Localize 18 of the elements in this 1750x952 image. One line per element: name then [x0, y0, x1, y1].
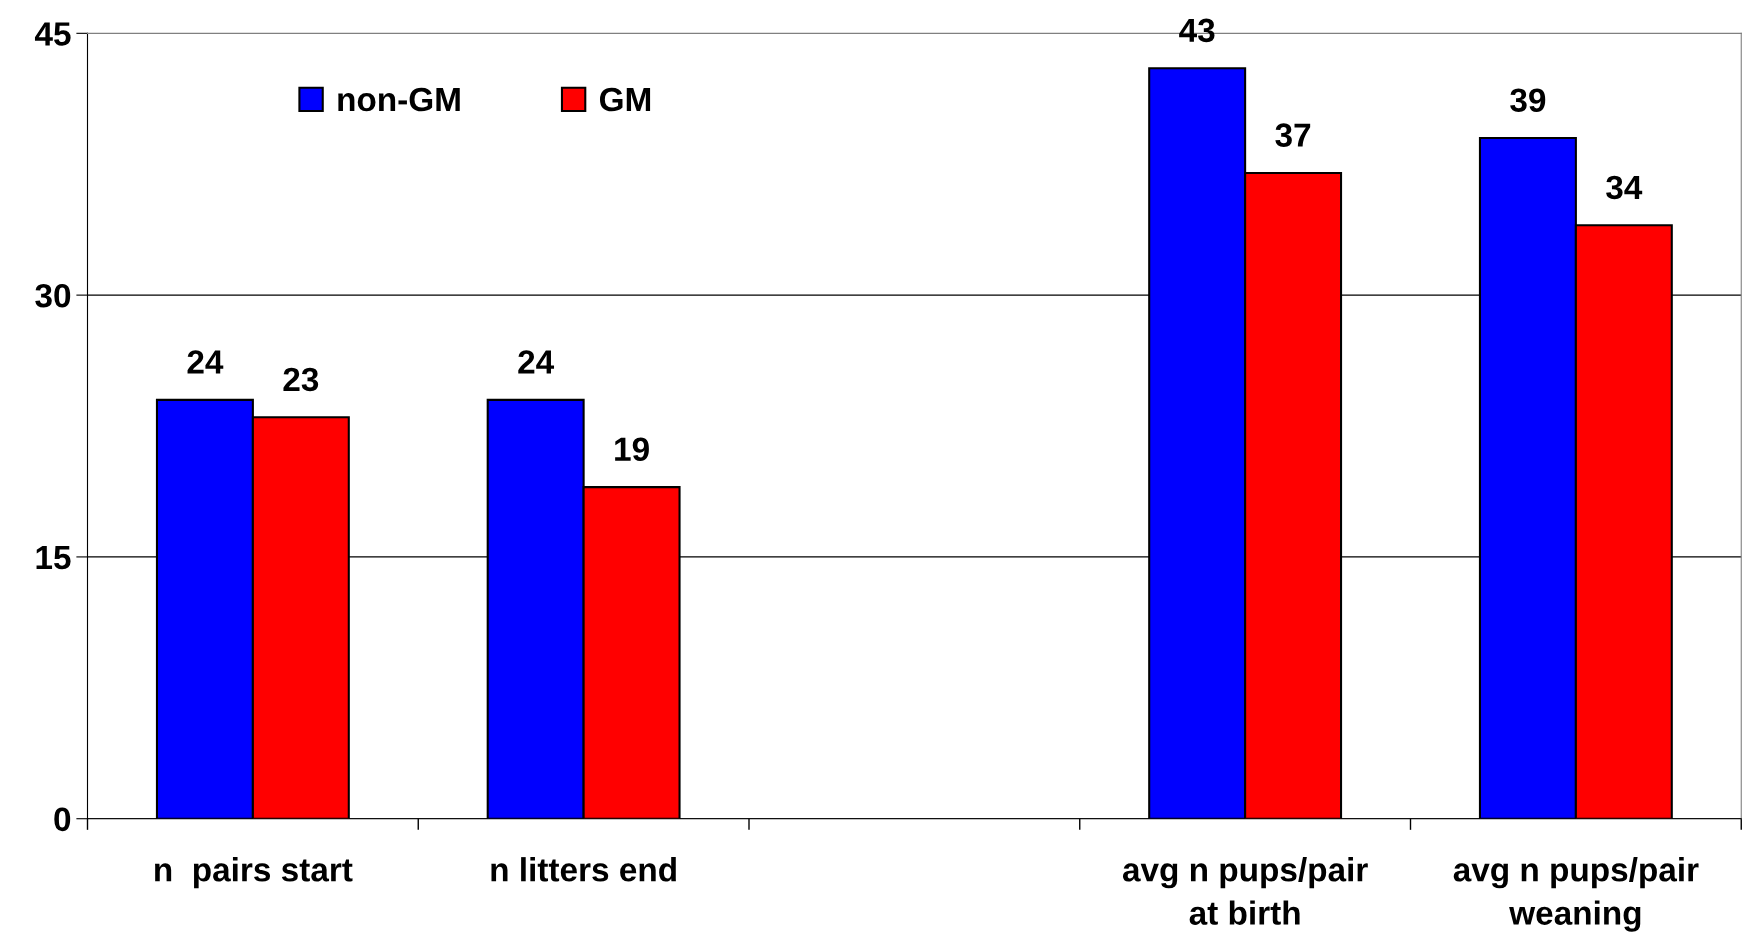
- x-tick-label: avg n pups/pair weaning: [1453, 857, 1699, 932]
- data-label: 24: [518, 350, 555, 374]
- data-label: 39: [1510, 88, 1546, 113]
- legend-label: non-GM: [338, 87, 460, 112]
- data-label: 24: [187, 350, 224, 374]
- x-tick-label: n pairs start: [155, 857, 353, 889]
- x-tick-label: n litters end: [491, 857, 676, 882]
- data-label: 23: [283, 367, 319, 392]
- legend-label: GM: [599, 87, 651, 112]
- data-label: 34: [1606, 175, 1643, 200]
- data-label: 43: [1179, 18, 1215, 43]
- y-tick-label: 45: [34, 22, 71, 46]
- data-label: 37: [1275, 123, 1311, 147]
- y-tick-label: 15: [36, 546, 71, 570]
- y-tick-label: 0: [54, 807, 71, 832]
- x-tick-label: avg n pups/pair at birth: [1122, 857, 1368, 925]
- y-tick-label: 30: [35, 283, 71, 308]
- data-label: 19: [615, 437, 649, 462]
